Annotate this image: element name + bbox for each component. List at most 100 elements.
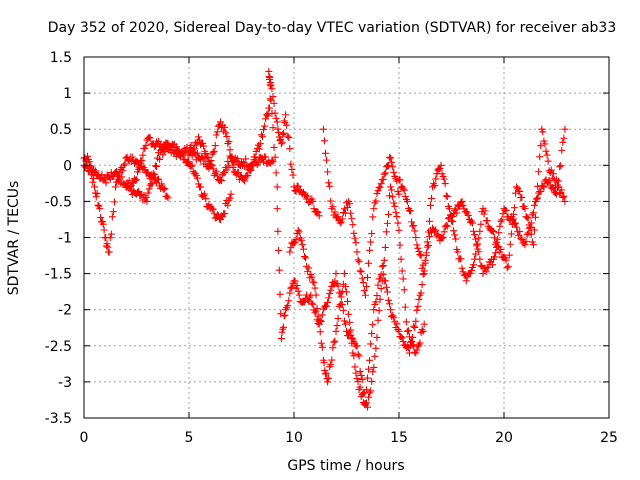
data-point xyxy=(459,201,467,209)
data-point xyxy=(91,183,98,191)
data-point xyxy=(145,133,153,141)
data-point xyxy=(227,190,235,198)
data-point xyxy=(412,317,420,325)
data-point xyxy=(348,215,356,223)
data-point xyxy=(274,125,282,133)
data-point xyxy=(193,174,201,182)
data-point xyxy=(193,149,201,157)
data-points xyxy=(80,67,569,411)
data-point xyxy=(394,219,402,227)
grid xyxy=(84,57,609,418)
data-point xyxy=(549,170,557,178)
y-tick-label: -3 xyxy=(58,375,72,391)
data-point xyxy=(366,246,374,254)
data-point xyxy=(504,262,512,270)
data-point xyxy=(463,273,471,281)
data-point xyxy=(483,217,491,225)
data-point xyxy=(521,205,529,213)
data-point xyxy=(386,153,394,161)
y-tick-label: 0 xyxy=(63,158,72,174)
data-point xyxy=(364,403,371,411)
data-point xyxy=(450,210,458,218)
data-point xyxy=(494,235,502,243)
data-point xyxy=(120,161,128,169)
data-point xyxy=(93,190,101,198)
data-point xyxy=(244,172,252,180)
data-point xyxy=(262,115,270,123)
data-point xyxy=(333,322,341,330)
data-point xyxy=(358,274,366,282)
data-point xyxy=(371,352,379,360)
data-point xyxy=(270,99,278,107)
data-point xyxy=(379,175,387,183)
data-point xyxy=(375,307,383,315)
data-point xyxy=(301,253,308,261)
data-point xyxy=(288,283,296,291)
data-point xyxy=(138,157,146,165)
data-point xyxy=(309,300,317,308)
data-point xyxy=(292,235,300,243)
data-point xyxy=(537,187,545,195)
data-point xyxy=(340,205,348,213)
data-point xyxy=(287,160,295,168)
data-point xyxy=(439,233,447,241)
data-point xyxy=(322,149,329,157)
data-point xyxy=(316,317,324,325)
data-point xyxy=(369,368,377,376)
data-point xyxy=(443,193,451,201)
data-point xyxy=(240,176,248,184)
data-point xyxy=(136,164,144,172)
data-point xyxy=(320,359,328,367)
chart-title: Day 352 of 2020, Sidereal Day-to-day VTE… xyxy=(48,20,617,36)
data-point xyxy=(424,228,432,236)
data-point xyxy=(266,73,274,81)
data-point xyxy=(385,211,392,219)
data-point xyxy=(386,192,394,200)
data-point xyxy=(351,234,359,242)
data-point xyxy=(332,270,340,278)
data-point xyxy=(100,174,108,182)
data-point xyxy=(367,340,375,348)
data-point xyxy=(491,253,499,261)
data-point xyxy=(248,161,256,169)
data-point xyxy=(256,140,264,148)
data-point xyxy=(472,250,480,258)
data-point xyxy=(524,229,532,237)
data-point xyxy=(366,356,374,364)
data-point xyxy=(399,275,407,283)
data-point xyxy=(272,169,280,177)
data-point xyxy=(423,238,431,246)
data-point xyxy=(313,208,321,216)
data-point xyxy=(357,392,365,400)
data-point xyxy=(409,341,417,349)
data-point xyxy=(350,352,358,360)
data-point xyxy=(325,294,333,302)
data-point xyxy=(382,283,390,291)
data-point xyxy=(406,333,413,341)
data-point xyxy=(411,227,419,235)
data-point xyxy=(109,208,117,216)
data-point xyxy=(150,171,158,179)
data-point xyxy=(374,281,382,289)
data-point xyxy=(559,138,567,146)
data-point xyxy=(251,153,259,161)
data-point xyxy=(357,268,365,276)
data-point xyxy=(541,140,549,148)
data-point xyxy=(225,138,233,146)
data-point xyxy=(399,185,407,193)
data-point xyxy=(328,356,336,364)
data-point xyxy=(271,153,279,161)
data-point xyxy=(432,226,440,234)
data-point xyxy=(481,207,489,215)
data-point xyxy=(112,183,119,191)
data-point xyxy=(104,243,112,251)
data-point xyxy=(92,193,100,201)
data-point xyxy=(280,323,287,331)
data-point xyxy=(96,205,104,213)
data-point xyxy=(356,383,364,391)
data-point xyxy=(493,238,501,246)
data-point xyxy=(380,170,388,178)
data-point xyxy=(326,290,334,298)
data-point xyxy=(397,255,405,263)
data-point xyxy=(268,156,276,164)
